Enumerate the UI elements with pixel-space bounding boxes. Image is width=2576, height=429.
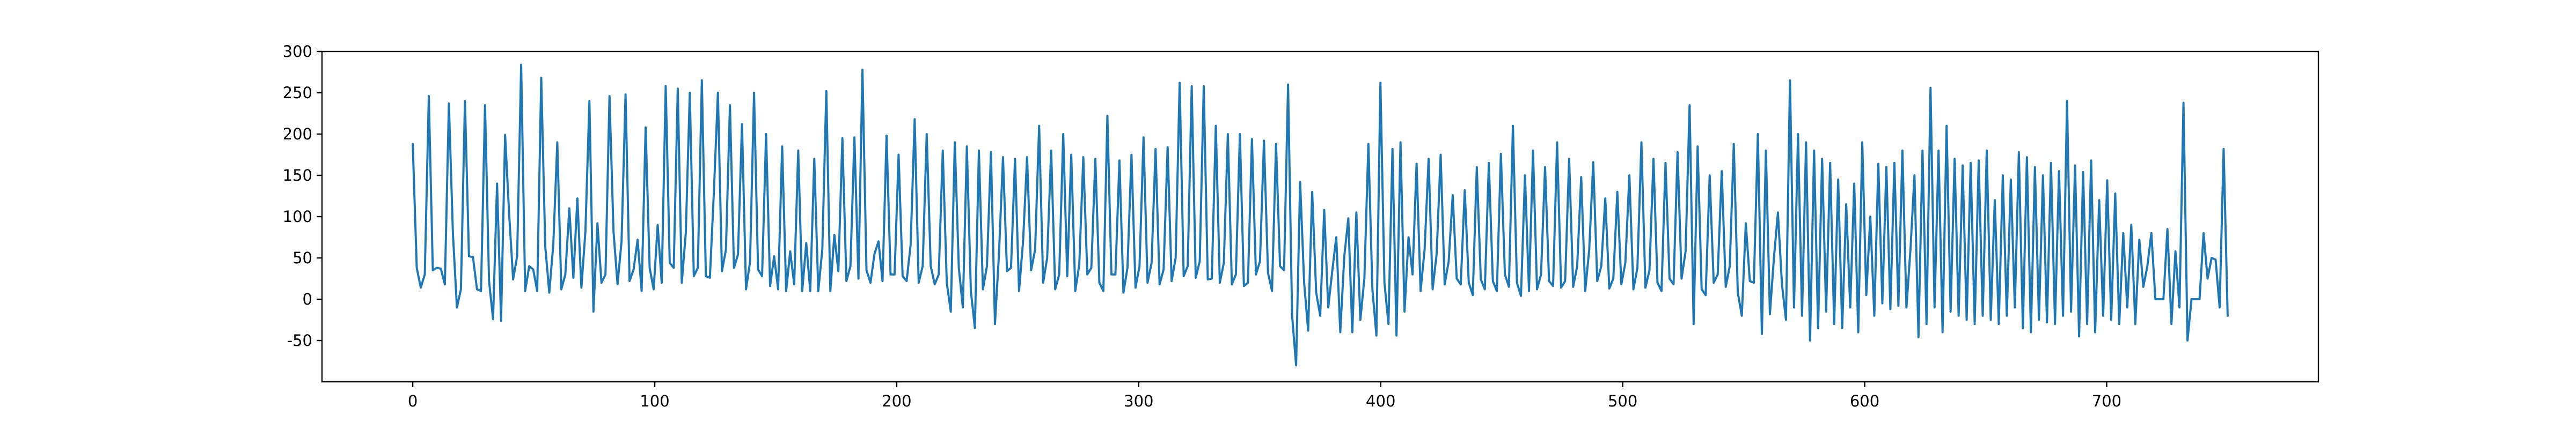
y-tick-label: 0 (303, 290, 312, 308)
y-tick-label: -50 (287, 331, 312, 350)
y-tick-label: 300 (283, 42, 312, 61)
y-tick-label: 50 (292, 249, 312, 267)
x-tick-label: 0 (408, 392, 418, 410)
x-tick-label: 600 (1850, 392, 1879, 410)
x-tick-label: 100 (640, 392, 669, 410)
y-tick-label: 200 (283, 125, 312, 143)
axis-ticks: 0 100 200 300 400 500 600 700 -50 0 50 100 150 200 250… (283, 42, 2121, 410)
x-tick-label: 700 (2092, 392, 2121, 410)
x-tick-label: 400 (1366, 392, 1395, 410)
x-tick-label: 300 (1124, 392, 1153, 410)
y-tick-label: 150 (283, 166, 312, 184)
y-tick-label: 250 (283, 84, 312, 102)
x-tick-label: 200 (882, 392, 911, 410)
plot-frame (321, 50, 2319, 383)
y-tick-label: 100 (283, 208, 312, 226)
series-line (412, 63, 2229, 367)
x-tick-label: 500 (1608, 392, 1637, 410)
